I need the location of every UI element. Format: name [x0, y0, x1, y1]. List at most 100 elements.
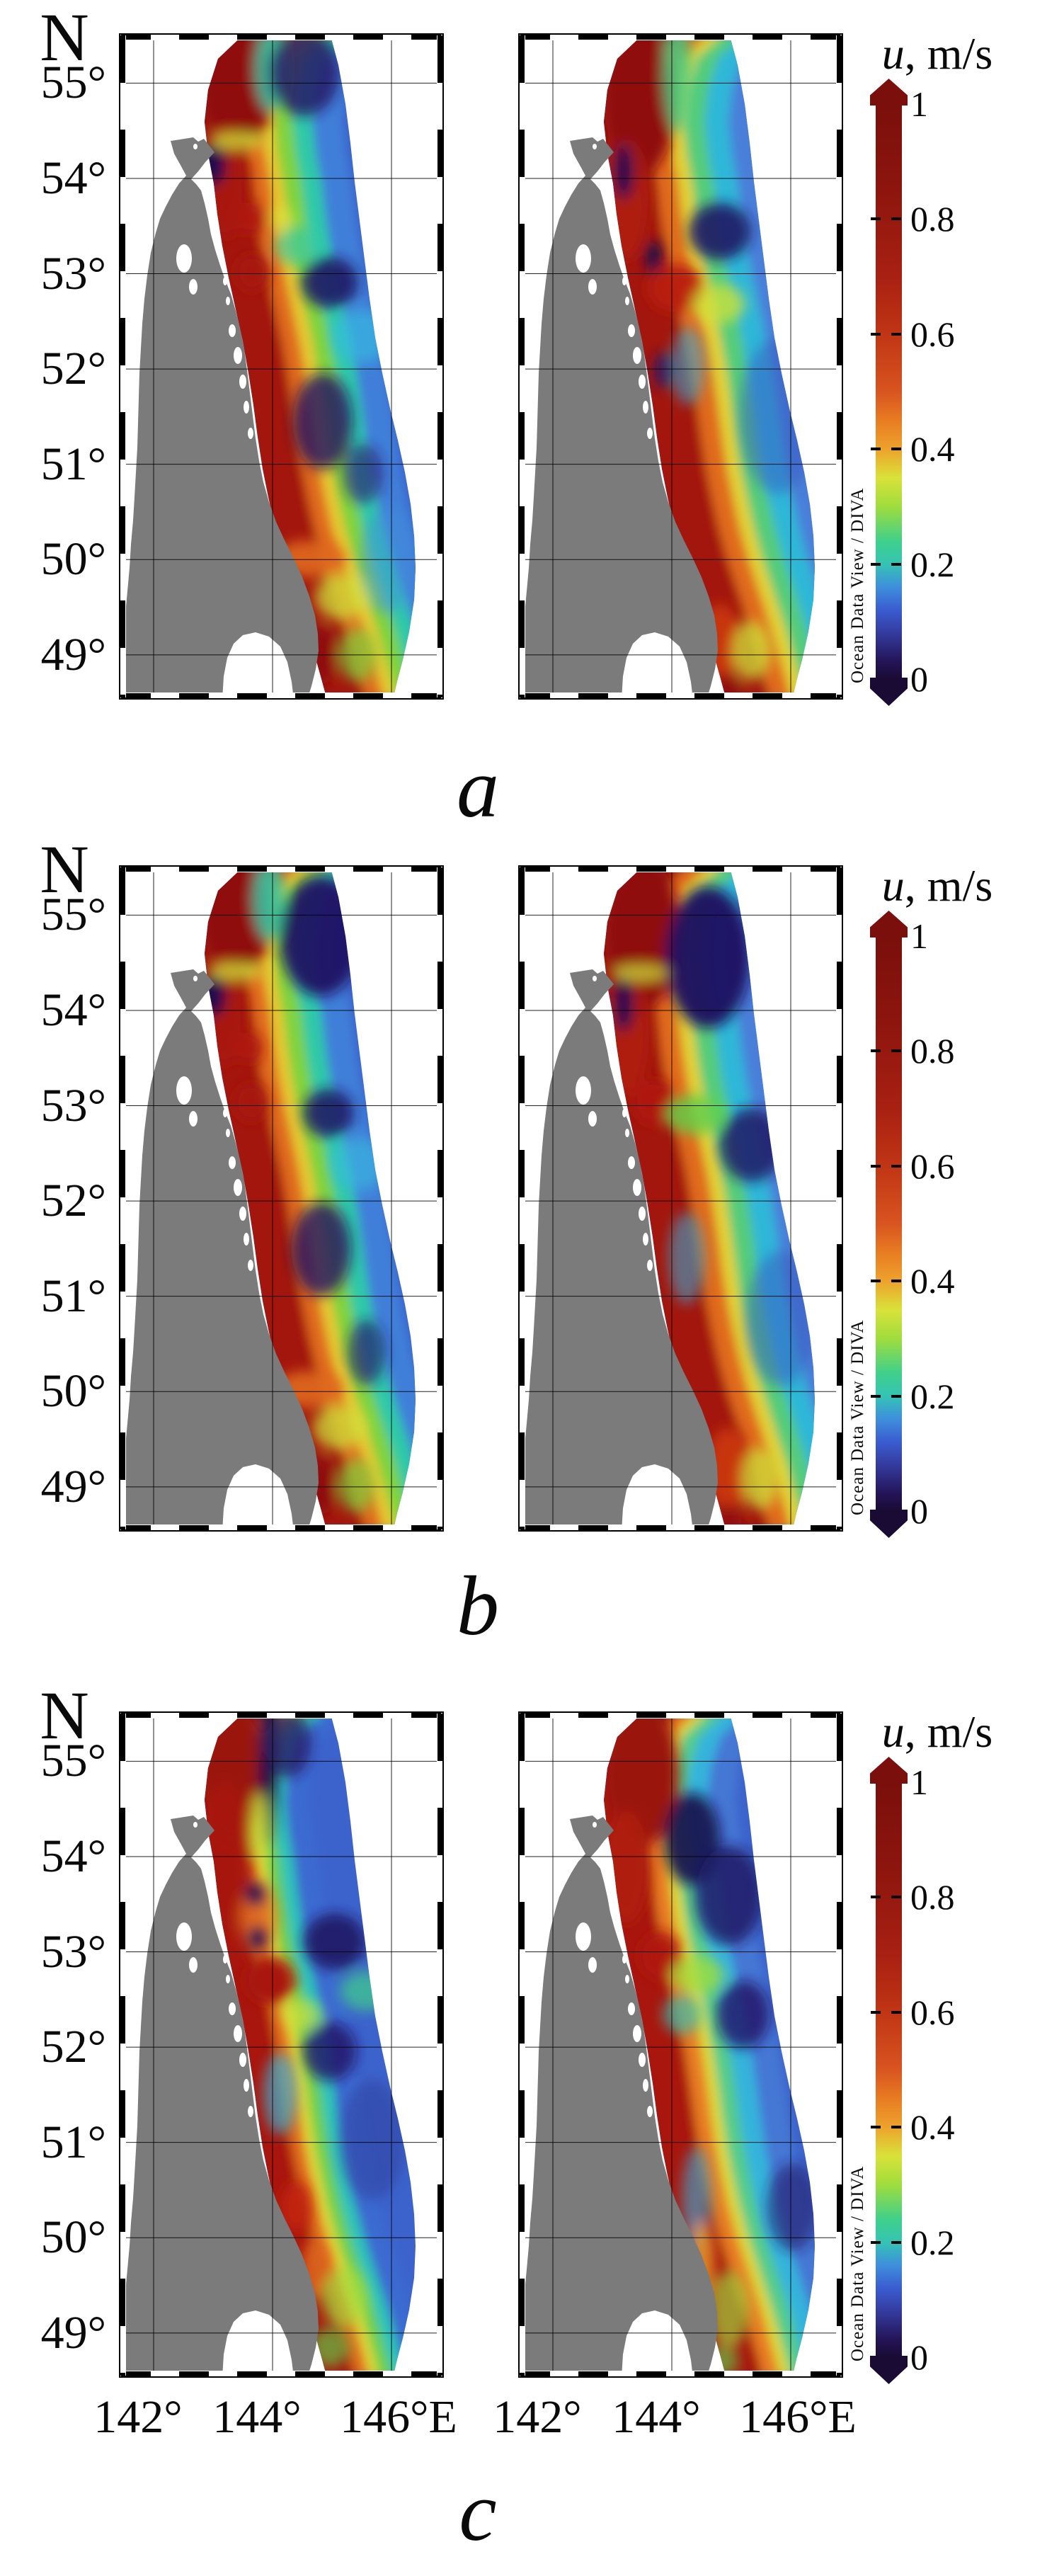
colorbar-title: u, m/s [847, 861, 1028, 911]
colorbar-tick-mark [891, 217, 901, 221]
colorbar-title-units: , m/s [904, 28, 993, 79]
row-label-b: b [457, 1558, 499, 1653]
colorbar-tick-label-0.2: 0.2 [910, 2222, 955, 2262]
colorbar-tick-mark [871, 332, 881, 336]
colorbar-tick-mark [891, 448, 901, 451]
colorbar-title-variable: u [881, 1706, 905, 1757]
lat-tick-label-50: 50° [40, 533, 106, 586]
sakhalin-land-c-right [522, 1816, 718, 2378]
colorbar-tick-label-0.4: 0.4 [910, 2107, 955, 2148]
lat-tick-label-54: 54° [40, 152, 106, 204]
lat-tick-label-52: 52° [40, 1175, 106, 1227]
colorbar-gradient [876, 936, 902, 1511]
lat-tick-label-50: 50° [40, 1365, 106, 1418]
lat-tick-label-53: 53° [40, 247, 106, 300]
map-frame-c-right [518, 1711, 843, 2378]
colorbar-gradient [876, 104, 902, 679]
velocity-map-c-right [518, 1711, 843, 2378]
colorbar-tick-mark [891, 1164, 901, 1168]
colorbar-credit: Ocean Data View / DIVA [848, 1319, 867, 1515]
colorbar-arrow-bottom [870, 678, 908, 706]
lat-tick-label-53: 53° [40, 1925, 106, 1978]
colorbar-tick-label-0.8: 0.8 [910, 1877, 955, 1917]
colorbar-row-c: u, m/s 1 0.8 0.6 0.4 0.2 0 Ocean Data View / DI… [847, 1707, 1047, 2416]
lat-tick-label-55: 55° [40, 57, 106, 109]
colorbar-tick-mark [891, 2240, 901, 2244]
sakhalin-land-b-right [522, 969, 718, 1532]
colorbar-title-variable: u [881, 28, 905, 79]
lat-tick-label-49: 49° [40, 1460, 106, 1512]
map-frame-b-left [119, 865, 444, 1532]
colorbar-tick-label-0.4: 0.4 [910, 1261, 955, 1301]
velocity-map-a-left [119, 33, 444, 700]
colorbar-tick-mark [871, 1896, 881, 1899]
colorbar-arrow-bottom [870, 2356, 908, 2384]
colorbar-credit: Ocean Data View / DIVA [848, 487, 867, 683]
colorbar-tick-label-0: 0 [910, 1491, 928, 1531]
colorbar-tick-mark [871, 2010, 881, 2014]
lon-tick-label-right-146: 146°E [739, 2391, 857, 2443]
graticule-c-left [119, 1711, 444, 2378]
lon-tick-label-left-144: 144° [212, 2391, 302, 2443]
lon-tick-label-right-142: 142° [493, 2391, 582, 2443]
row-label-a: a [457, 741, 499, 835]
lat-tick-label-53: 53° [40, 1079, 106, 1132]
colorbar-tick-mark [871, 1049, 881, 1053]
colorbar-tick-mark [891, 2010, 901, 2014]
colorbar-arrow-top [870, 911, 908, 937]
lat-tick-label-55: 55° [40, 1735, 106, 1787]
lat-tick-label-51: 51° [40, 438, 106, 490]
sakhalin-land-c-left [122, 1816, 319, 2378]
colorbar-row-a: u, m/s 1 0.8 0.6 0.4 0.2 0 Ocean Data View / DI… [847, 29, 1047, 738]
velocity-map-b-left [119, 865, 444, 1532]
colorbar-tick-label-0.8: 0.8 [910, 1031, 955, 1071]
graticule-b-right [518, 865, 843, 1532]
lat-tick-label-55: 55° [40, 889, 106, 941]
colorbar-tick-mark [871, 448, 881, 451]
compass-label-n: N [40, 0, 89, 75]
colorbar-tick-label-0: 0 [910, 659, 928, 699]
map-panel-c-right [518, 1711, 843, 2378]
sakhalin-land-a-right [522, 137, 718, 700]
colorbar-title-variable: u [881, 860, 905, 911]
lat-tick-label-49: 49° [40, 2306, 106, 2359]
colorbar-tick-mark [891, 1049, 901, 1053]
colorbar-title: u, m/s [847, 29, 1028, 79]
lat-tick-label-54: 54° [40, 1830, 106, 1882]
graticule-c-right [518, 1711, 843, 2378]
lon-tick-label-left-146: 146°E [340, 2391, 457, 2443]
colorbar-tick-label-0.4: 0.4 [910, 429, 955, 469]
lat-tick-label-49: 49° [40, 628, 106, 680]
graticule-a-left [119, 33, 444, 700]
colorbar-tick-label-0.2: 0.2 [910, 1376, 955, 1416]
graticule-a-right [518, 33, 843, 700]
lat-tick-label-51: 51° [40, 2116, 106, 2168]
colorbar-tick-label-1: 1 [910, 1762, 928, 1802]
sakhalin-land-a-left [122, 137, 319, 700]
colorbar-tick-label-0.8: 0.8 [910, 199, 955, 239]
map-panel-a-right [518, 33, 843, 700]
colorbar-tick-mark [871, 2240, 881, 2244]
sakhalin-land-b-left [122, 969, 319, 1532]
row-label-c: c [459, 2464, 497, 2558]
colorbar-tick-mark [871, 2126, 881, 2129]
colorbar-credit: Ocean Data View / DIVA [848, 2165, 867, 2361]
map-panel-b-right [518, 865, 843, 1532]
colorbar-tick-label-1: 1 [910, 84, 928, 124]
colorbar-arrow-top [870, 79, 908, 106]
colorbar-tick-mark [871, 1394, 881, 1398]
colorbar-arrow-top [870, 1757, 908, 1784]
compass-label-n: N [40, 1677, 89, 1753]
colorbar-title-units: , m/s [904, 1706, 993, 1757]
lat-tick-label-50: 50° [40, 2211, 106, 2264]
colorbar-row-b: u, m/s 1 0.8 0.6 0.4 0.2 0 Ocean Data View / DI… [847, 861, 1047, 1570]
colorbar-tick-mark [871, 1164, 881, 1168]
map-frame-b-right [518, 865, 843, 1532]
colorbar-tick-mark [871, 562, 881, 566]
colorbar-tick-label-0.6: 0.6 [910, 1992, 955, 2032]
map-frame-a-right [518, 33, 843, 700]
colorbar-tick-mark [891, 2126, 901, 2129]
colorbar-tick-mark [891, 332, 901, 336]
lon-tick-label-left-142: 142° [93, 2391, 183, 2443]
